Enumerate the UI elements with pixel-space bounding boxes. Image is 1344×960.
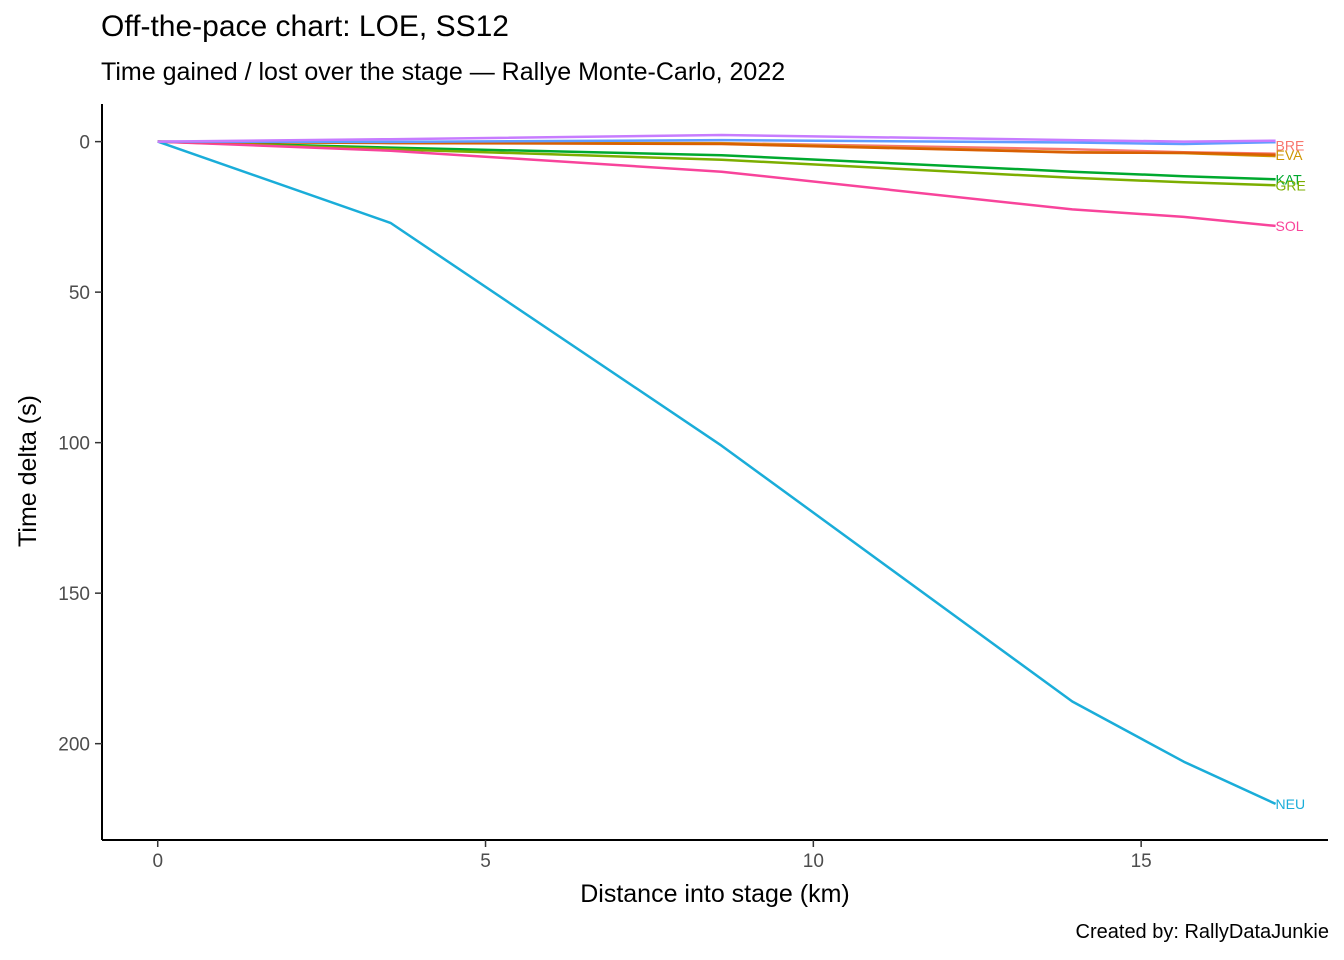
series-lines	[157, 133, 1277, 806]
series-line-neu	[157, 140, 1277, 806]
series-line-sol	[157, 140, 1276, 228]
series-label-kat: KAT	[1276, 171, 1303, 187]
series-line-kat	[157, 140, 1276, 181]
x-axis-label: Distance into stage (km)	[580, 880, 850, 908]
chart-caption: Created by: RallyDataJunkie	[1075, 921, 1329, 943]
x-tick-label: 0	[152, 851, 163, 872]
y-tick-label: 0	[79, 133, 90, 154]
x-tick-label: 15	[1131, 851, 1152, 872]
series-label-neu: NEU	[1276, 796, 1306, 812]
series-label-sol: SOL	[1276, 218, 1304, 234]
series-line	[157, 133, 1276, 143]
series-label-eva: EVA	[1276, 147, 1304, 163]
y-tick-label: 200	[58, 735, 90, 756]
y-tick-label: 50	[69, 283, 90, 304]
series-line	[157, 138, 1276, 146]
chart-title: Off-the-pace chart: LOE, SS12	[101, 10, 509, 43]
y-tick-label: 150	[58, 584, 90, 605]
y-axis-label: Time delta (s)	[14, 395, 42, 547]
x-tick-label: 10	[803, 851, 824, 872]
x-tick-label: 5	[480, 851, 491, 872]
chart-subtitle: Time gained / lost over the stage — Rall…	[101, 58, 786, 86]
series-label-bre: BRE	[1276, 138, 1305, 154]
series-label-gre: GRE	[1276, 177, 1306, 193]
y-tick-label: 100	[58, 434, 90, 455]
